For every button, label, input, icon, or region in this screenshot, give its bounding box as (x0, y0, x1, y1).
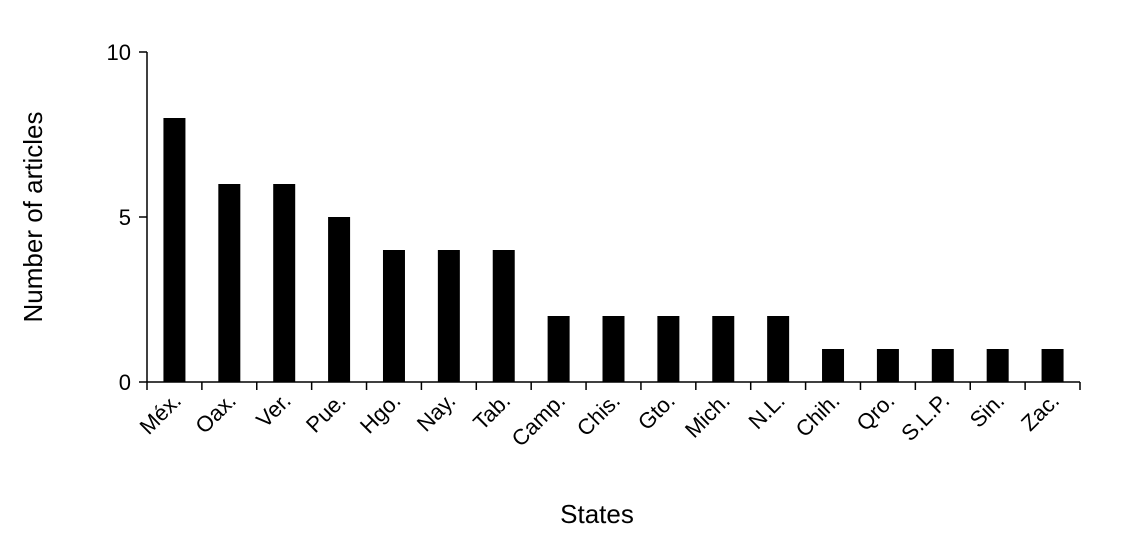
bar (328, 217, 351, 382)
x-tick-label: S.L.P. (896, 388, 954, 446)
bar (657, 316, 680, 382)
bar (767, 316, 790, 382)
y-tick-label: 10 (107, 40, 131, 65)
bar (273, 184, 296, 382)
x-tick-label: Oax. (190, 388, 241, 439)
bar (437, 250, 460, 382)
bar (547, 316, 570, 382)
bar (1041, 349, 1064, 382)
bar (986, 349, 1009, 382)
x-tick-label: Pue. (301, 388, 351, 438)
x-tick-label: Tab. (468, 388, 515, 435)
x-tick-label: Camp. (507, 388, 570, 451)
x-tick-label: Hgo. (355, 388, 406, 439)
x-tick-label: N.L. (743, 388, 789, 434)
x-tick-label: Ver. (251, 388, 295, 432)
x-tick-label: Chis. (572, 388, 625, 441)
bar (382, 250, 405, 382)
x-tick-label: Chih. (791, 388, 845, 442)
x-tick-label: Nay. (412, 388, 461, 437)
x-tick-label: Sin. (965, 388, 1009, 432)
bar (492, 250, 515, 382)
bar (931, 349, 954, 382)
bar (876, 349, 899, 382)
y-axis-label: Number of articles (18, 112, 48, 323)
x-tick-label: Méx. (135, 388, 186, 439)
bar (602, 316, 625, 382)
x-tick-label: Gto. (633, 388, 680, 435)
bar (822, 349, 845, 382)
bar (163, 118, 186, 382)
x-tick-label: Qro. (852, 388, 900, 436)
y-tick-label: 5 (119, 205, 131, 230)
bar (218, 184, 241, 382)
bar (712, 316, 735, 382)
y-tick-label: 0 (119, 370, 131, 395)
x-axis-label: States (560, 499, 634, 529)
x-tick-label: Zac. (1016, 388, 1064, 436)
x-tick-label: Mich. (680, 388, 735, 443)
